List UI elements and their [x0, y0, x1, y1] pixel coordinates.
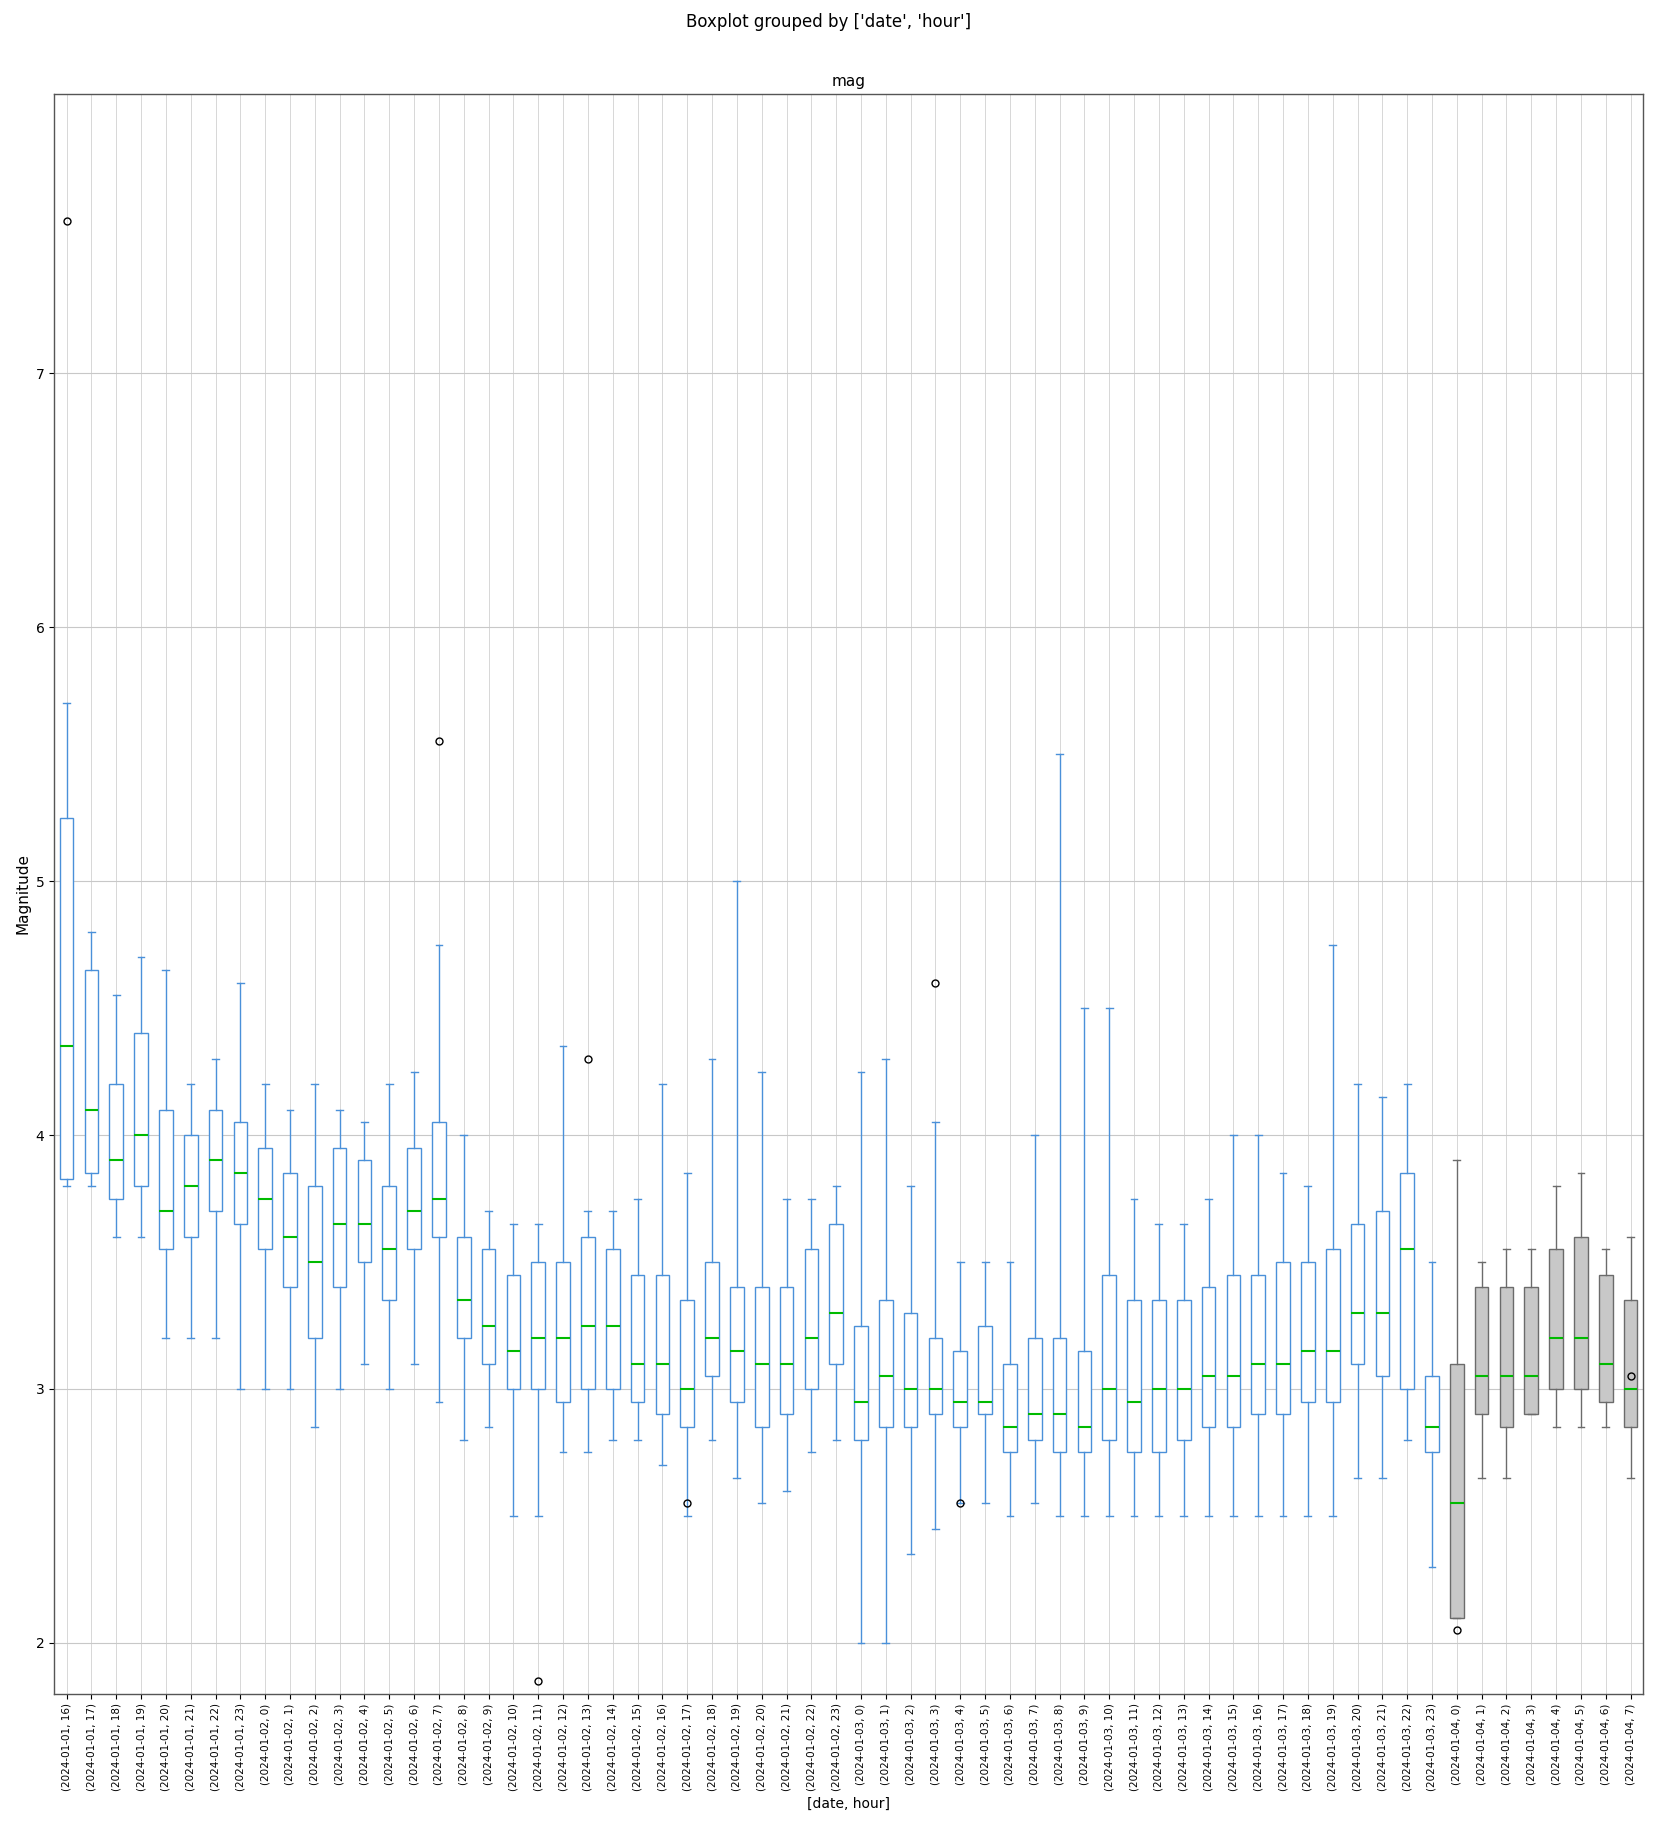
- PathPatch shape: [630, 1275, 645, 1402]
- PathPatch shape: [482, 1249, 495, 1364]
- PathPatch shape: [1052, 1338, 1065, 1452]
- PathPatch shape: [804, 1249, 817, 1390]
- PathPatch shape: [1152, 1300, 1165, 1452]
- PathPatch shape: [159, 1110, 172, 1249]
- PathPatch shape: [184, 1136, 197, 1236]
- PathPatch shape: [655, 1275, 669, 1415]
- X-axis label: [date, hour]: [date, hour]: [807, 1797, 890, 1811]
- PathPatch shape: [580, 1236, 595, 1390]
- PathPatch shape: [1572, 1236, 1587, 1390]
- PathPatch shape: [1523, 1287, 1538, 1415]
- PathPatch shape: [704, 1262, 719, 1377]
- PathPatch shape: [1498, 1287, 1513, 1428]
- PathPatch shape: [779, 1287, 792, 1415]
- PathPatch shape: [532, 1262, 545, 1390]
- PathPatch shape: [358, 1161, 371, 1262]
- Text: Boxplot grouped by ['date', 'hour']: Boxplot grouped by ['date', 'hour']: [686, 13, 971, 31]
- PathPatch shape: [853, 1326, 867, 1439]
- PathPatch shape: [1326, 1249, 1339, 1402]
- PathPatch shape: [109, 1085, 123, 1198]
- PathPatch shape: [729, 1287, 744, 1402]
- Y-axis label: Magnitude: Magnitude: [15, 853, 30, 935]
- PathPatch shape: [408, 1149, 421, 1249]
- PathPatch shape: [1622, 1300, 1637, 1428]
- PathPatch shape: [383, 1185, 396, 1300]
- PathPatch shape: [1425, 1377, 1438, 1452]
- PathPatch shape: [1400, 1172, 1413, 1390]
- PathPatch shape: [134, 1034, 147, 1185]
- PathPatch shape: [457, 1236, 471, 1338]
- PathPatch shape: [85, 970, 98, 1172]
- PathPatch shape: [1276, 1262, 1289, 1415]
- PathPatch shape: [1201, 1287, 1215, 1428]
- PathPatch shape: [60, 818, 73, 1180]
- PathPatch shape: [432, 1123, 446, 1236]
- Title: mag: mag: [832, 73, 865, 89]
- PathPatch shape: [1027, 1338, 1041, 1439]
- PathPatch shape: [1077, 1351, 1090, 1452]
- PathPatch shape: [1002, 1364, 1016, 1452]
- PathPatch shape: [308, 1185, 321, 1338]
- PathPatch shape: [1475, 1287, 1488, 1415]
- PathPatch shape: [507, 1275, 520, 1390]
- PathPatch shape: [1350, 1223, 1364, 1364]
- PathPatch shape: [1597, 1275, 1612, 1402]
- PathPatch shape: [878, 1300, 891, 1428]
- PathPatch shape: [1548, 1249, 1563, 1390]
- PathPatch shape: [605, 1249, 620, 1390]
- PathPatch shape: [953, 1351, 966, 1428]
- PathPatch shape: [1301, 1262, 1314, 1402]
- PathPatch shape: [1176, 1300, 1190, 1439]
- PathPatch shape: [978, 1326, 991, 1415]
- PathPatch shape: [555, 1262, 570, 1402]
- PathPatch shape: [1251, 1275, 1264, 1415]
- PathPatch shape: [1450, 1364, 1463, 1618]
- PathPatch shape: [1375, 1211, 1389, 1377]
- PathPatch shape: [828, 1223, 842, 1364]
- PathPatch shape: [1102, 1275, 1115, 1439]
- PathPatch shape: [903, 1313, 916, 1428]
- PathPatch shape: [258, 1149, 272, 1249]
- PathPatch shape: [754, 1287, 769, 1428]
- PathPatch shape: [679, 1300, 694, 1428]
- PathPatch shape: [333, 1149, 346, 1287]
- PathPatch shape: [283, 1172, 297, 1287]
- PathPatch shape: [928, 1338, 941, 1415]
- PathPatch shape: [1226, 1275, 1239, 1428]
- PathPatch shape: [209, 1110, 222, 1211]
- PathPatch shape: [234, 1123, 247, 1223]
- PathPatch shape: [1127, 1300, 1140, 1452]
